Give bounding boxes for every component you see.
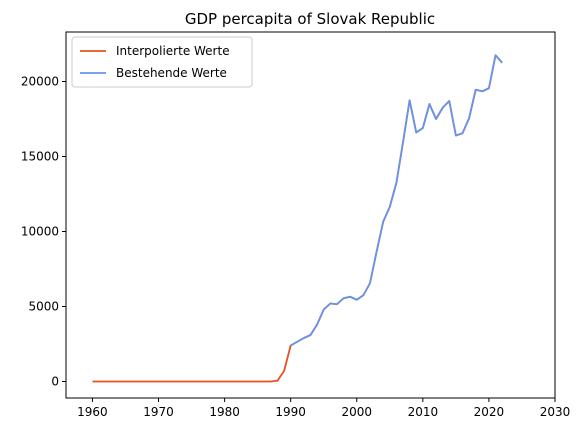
y-tick-label: 0 [51,375,59,389]
legend: Interpolierte Werte Bestehende Werte [72,37,252,87]
y-tick-label: 20000 [21,75,59,89]
legend-label-interpolated: Interpolierte Werte [116,44,230,58]
x-tick-label: 2000 [341,405,372,419]
y-tick-label: 10000 [21,225,59,239]
series-line-existing [291,55,502,345]
x-tick-label: 2020 [474,405,505,419]
chart-title: GDP percapita of Slovak Republic [185,10,435,28]
y-tick-label: 15000 [21,150,59,164]
series-line-interpolated [92,55,502,381]
x-tick-label: 1990 [275,405,306,419]
plot-lines [92,55,502,381]
y-tick-label: 5000 [28,300,59,314]
x-tick-label: 1960 [77,405,108,419]
x-tick-label: 1970 [143,405,174,419]
axis-ticks: 1960 1970 1980 1990 2000 2010 2020 2030 0 5000 100… [21,75,570,420]
x-tick-label: 1980 [209,405,240,419]
legend-label-existing: Bestehende Werte [116,66,227,80]
x-tick-label: 2030 [540,405,571,419]
x-tick-label: 2010 [408,405,439,419]
